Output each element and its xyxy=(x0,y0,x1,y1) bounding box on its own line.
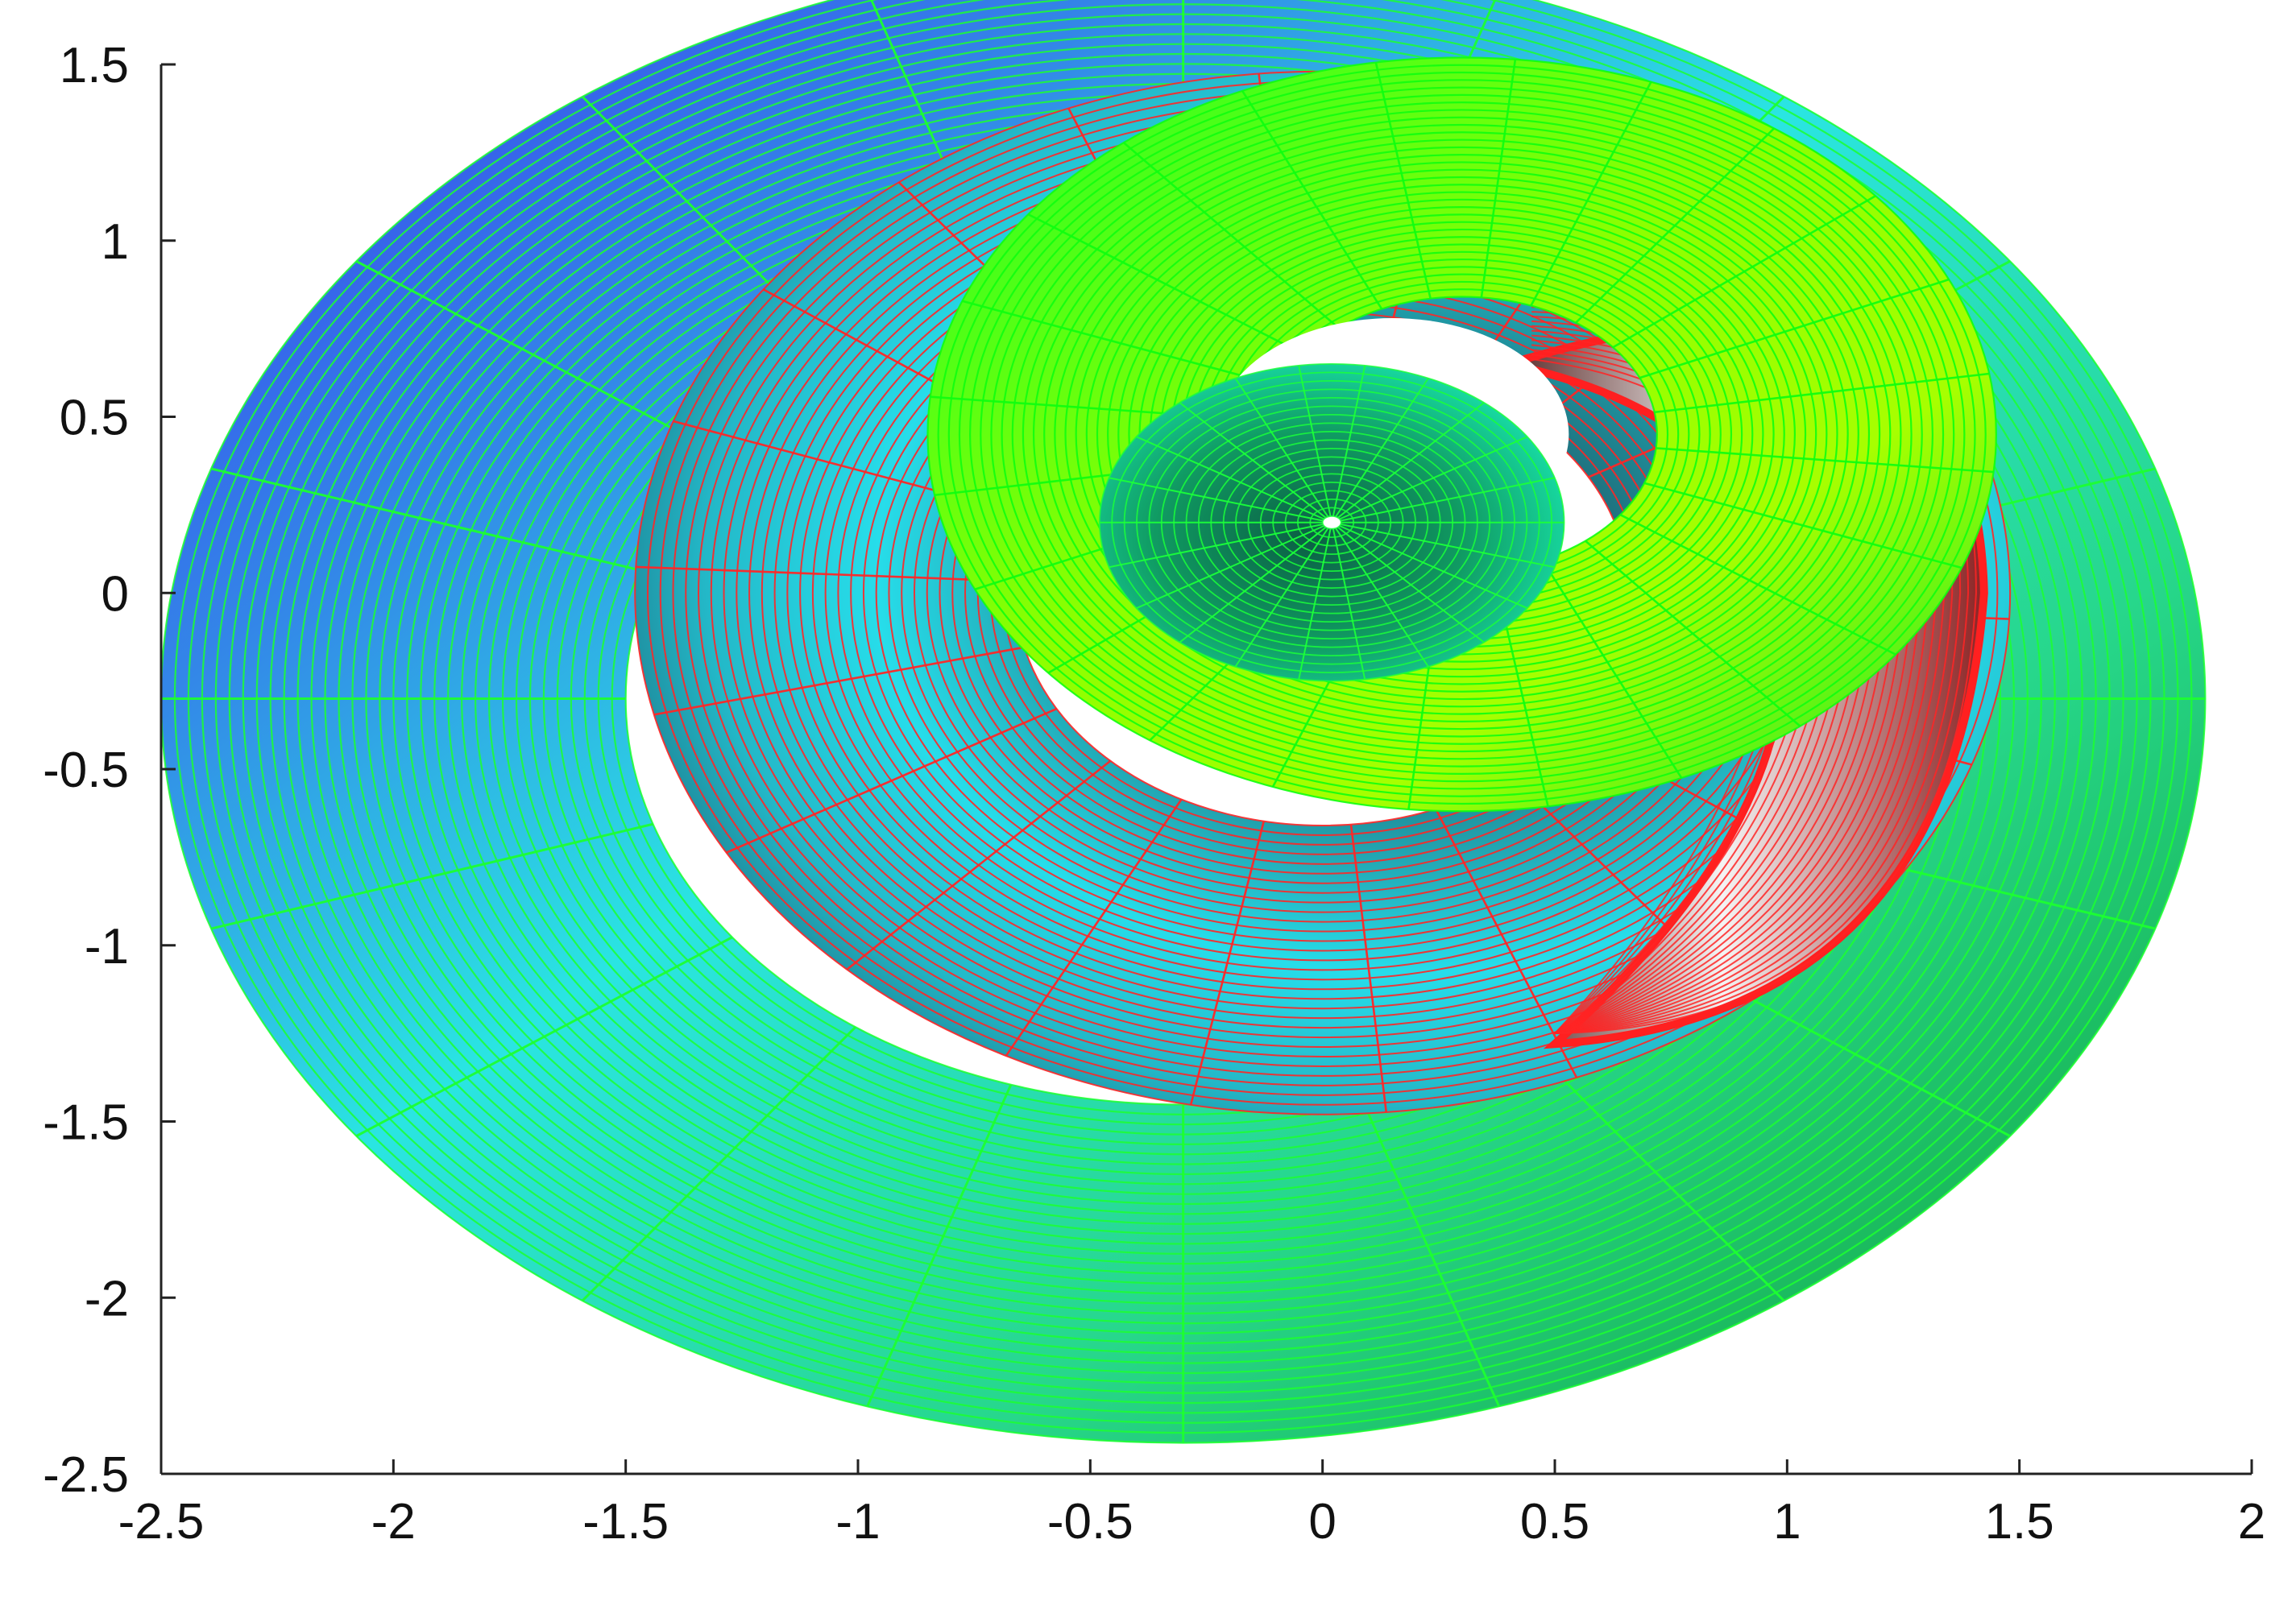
x-tick-label: -0.5 xyxy=(1047,1494,1133,1550)
inner-mesh-ring xyxy=(958,79,1966,790)
core-band xyxy=(1098,362,1565,682)
inner-mesh-spoke xyxy=(1241,90,1383,310)
x-tick-label: 0 xyxy=(1308,1494,1336,1550)
y-tick-label: 1.5 xyxy=(60,38,129,93)
inner-mesh-spoke xyxy=(1123,142,1340,329)
core-mesh-spoke xyxy=(1109,523,1324,569)
inner-mesh-ring xyxy=(926,56,1997,813)
core-mesh-spoke xyxy=(1136,525,1324,610)
inner-mesh-spoke xyxy=(1374,62,1432,300)
inner-mesh-spoke xyxy=(1530,81,1652,307)
axes: -2.5 -2 -1.5 -1 -0.5 0 0.5 1 1.5 2 1.5 1 0.5 0 -0.5 -1 -… xyxy=(43,38,2265,1550)
core-mesh-spoke xyxy=(1298,365,1332,517)
core-fill xyxy=(1099,363,1565,681)
x-tick-label: 1.5 xyxy=(1985,1494,2054,1550)
outer-mesh-spoke xyxy=(581,1026,856,1302)
y-tick-label: 1 xyxy=(102,214,129,270)
middle-mesh-spoke xyxy=(1349,824,1388,1113)
core-mesh-spoke xyxy=(1341,523,1556,569)
inner-mesh-spoke xyxy=(1575,127,1775,324)
x-tick-label: -1.5 xyxy=(582,1494,669,1550)
core-mesh-spoke xyxy=(1234,528,1329,668)
inner-mesh-ring xyxy=(1022,123,1902,745)
inner-mesh-spoke xyxy=(1654,372,1990,414)
inner-mesh-ring xyxy=(1054,146,1871,722)
x-tick-label: 0.5 xyxy=(1520,1494,1589,1550)
middle-mesh-spoke xyxy=(1435,808,1578,1078)
inner-mesh-spoke xyxy=(962,300,1280,387)
y-tick-label: 0.5 xyxy=(60,391,129,446)
outer-mesh-spoke xyxy=(866,1084,1013,1407)
y-tick-label: -1 xyxy=(85,919,129,975)
inner-mesh-ring xyxy=(1043,139,1881,730)
inner-mesh-ring xyxy=(937,64,1987,805)
inner-mesh-ring xyxy=(1075,161,1849,708)
x-tick-label: -1 xyxy=(835,1494,880,1550)
core-mesh-spoke xyxy=(1339,436,1528,520)
inner-mesh-ring xyxy=(980,93,1945,775)
core-mesh-spoke xyxy=(1337,526,1485,643)
inner-mesh-ring xyxy=(990,101,1934,768)
inner-mesh-spoke xyxy=(1643,482,1962,569)
core-mesh-spoke xyxy=(1337,402,1485,519)
core-mesh-spoke xyxy=(1179,526,1327,643)
x-tick-label: -2.5 xyxy=(118,1494,205,1550)
middle-mesh-spoke xyxy=(1005,798,1183,1057)
core-mesh-spoke xyxy=(1234,378,1329,518)
x-tick-label: -2 xyxy=(371,1494,416,1550)
inner-mesh-spoke xyxy=(1027,213,1304,355)
outer-mesh-spoke xyxy=(355,936,733,1137)
outer-mesh-spoke xyxy=(355,260,733,461)
core-mesh-spoke xyxy=(1109,477,1324,522)
inner-mesh-spoke xyxy=(1656,447,1994,474)
core-mesh-spoke xyxy=(1335,378,1429,518)
y-tick-label: 0 xyxy=(102,566,129,622)
middle-mesh-spoke xyxy=(653,646,1025,716)
outer-mesh-spoke xyxy=(210,467,653,575)
core-mesh-spoke xyxy=(1332,528,1366,680)
y-tick-label: -0.5 xyxy=(43,743,129,798)
middle-mesh-spoke xyxy=(636,565,1017,583)
inner-mesh-ring xyxy=(1096,176,1828,693)
inner-mesh-ring xyxy=(1117,191,1807,678)
inner-mesh-spoke xyxy=(1612,195,1876,349)
x-tick-label: 2 xyxy=(2238,1494,2265,1550)
core-mesh-spoke xyxy=(1179,402,1327,519)
inner-mesh-spoke xyxy=(1585,540,1801,727)
y-tick-label: -2.5 xyxy=(43,1447,129,1503)
x-tick-label: 1 xyxy=(1773,1494,1801,1550)
y-tick-label: -2 xyxy=(85,1271,129,1326)
core-mesh-spoke xyxy=(1332,365,1366,517)
core-mesh-spoke xyxy=(1339,525,1528,610)
inner-mesh-ring xyxy=(1085,168,1838,701)
inner-mesh-spoke xyxy=(1639,278,1950,379)
core-mesh-spoke xyxy=(1335,528,1429,668)
inner-mesh-spoke xyxy=(1480,59,1517,298)
inner-mesh-ring xyxy=(1032,131,1892,738)
inner-mesh-ring xyxy=(947,71,1976,797)
inner-mesh-ring xyxy=(1128,198,1796,671)
outer-mesh-spoke xyxy=(1354,1084,1501,1407)
inner-mesh-spoke xyxy=(1541,559,1683,779)
outer-mesh-spoke xyxy=(210,822,653,930)
middle-mesh-spoke xyxy=(846,759,1112,970)
middle-mesh-spoke xyxy=(726,707,1058,854)
middle-mesh-spoke xyxy=(1189,821,1265,1106)
core-mesh-spoke xyxy=(1341,477,1556,522)
y-tick-label: -1.5 xyxy=(43,1095,129,1151)
core-mesh-spoke xyxy=(1136,436,1324,520)
surface-layer xyxy=(160,0,2207,1444)
inner-mesh-ring xyxy=(1001,109,1923,760)
inner-mesh-spoke xyxy=(1619,514,1896,656)
inner-mesh-ring xyxy=(1011,116,1913,753)
inner-mesh-ring xyxy=(969,86,1955,783)
inner-mesh-ring xyxy=(1107,184,1817,685)
core-mesh-spoke xyxy=(1298,528,1332,680)
inner-mesh-ring xyxy=(1064,154,1859,715)
